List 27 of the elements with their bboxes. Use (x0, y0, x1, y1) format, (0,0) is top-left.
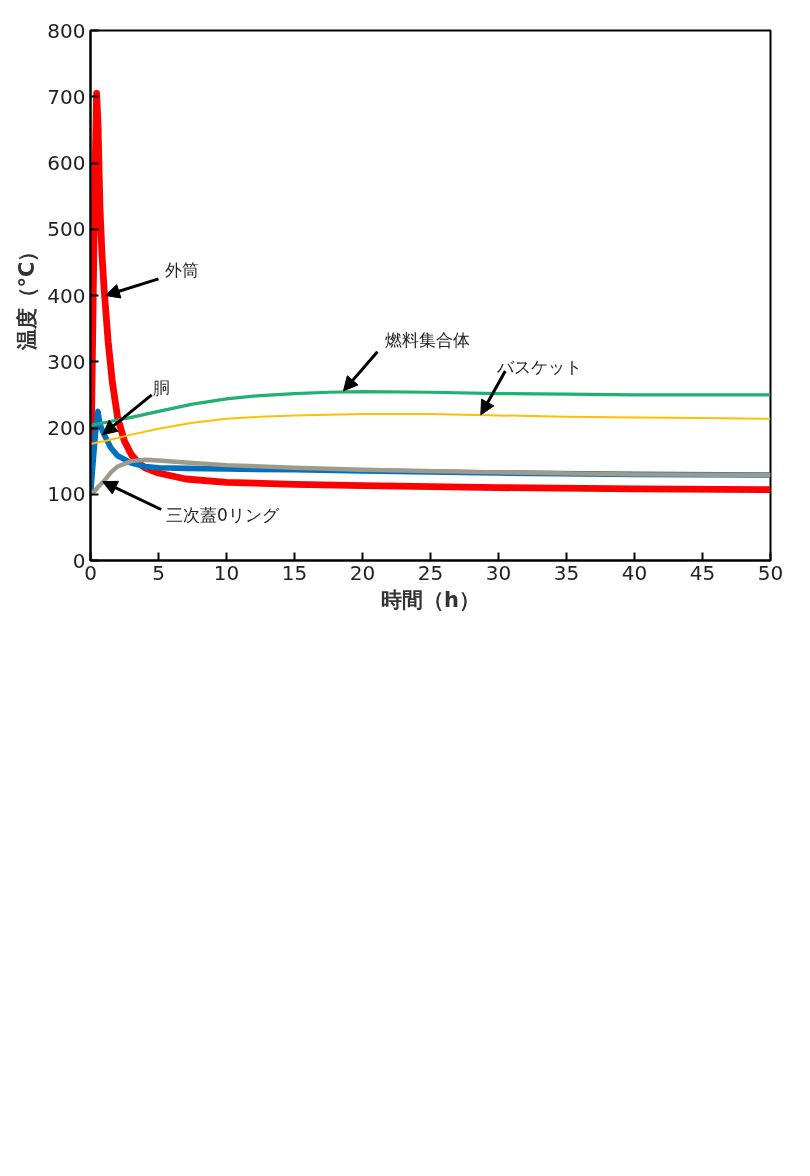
annotation: 胴 (152, 378, 170, 399)
annotation: 外筒 (164, 260, 199, 281)
y-tick-label: 700 (47, 84, 86, 109)
x-tick-label: 25 (417, 560, 444, 585)
x-tick-label: 45 (689, 560, 716, 585)
x-tick-label: 5 (152, 560, 165, 585)
y-tick-label: 300 (47, 349, 86, 374)
y-tick-label: 200 (47, 416, 86, 440)
y-tick-label: 600 (47, 151, 86, 175)
annotation: バスケット (495, 357, 582, 378)
y-axis-title: 温度（°C） (15, 240, 40, 352)
annotation: 三次蓋0リング (166, 505, 280, 526)
y-tick-label: 800 (47, 18, 86, 43)
x-tick-label: 40 (621, 560, 648, 585)
y-tick-label: 400 (47, 283, 86, 308)
x-tick-label: 15 (281, 560, 308, 585)
x-tick-label: 10 (213, 560, 240, 585)
x-tick-label: 35 (553, 560, 580, 585)
y-tick-label: 500 (47, 217, 86, 242)
line-series (90, 457, 771, 497)
line-series (90, 413, 771, 445)
y-tick-label: 100 (47, 482, 86, 507)
x-tick-label: 50 (757, 560, 784, 585)
annotation: 燃料集合体 (385, 329, 471, 350)
x-axis-title: 時間（h） (381, 587, 480, 612)
x-tick-label: 20 (349, 560, 376, 585)
x-tick-label: 30 (485, 560, 512, 585)
